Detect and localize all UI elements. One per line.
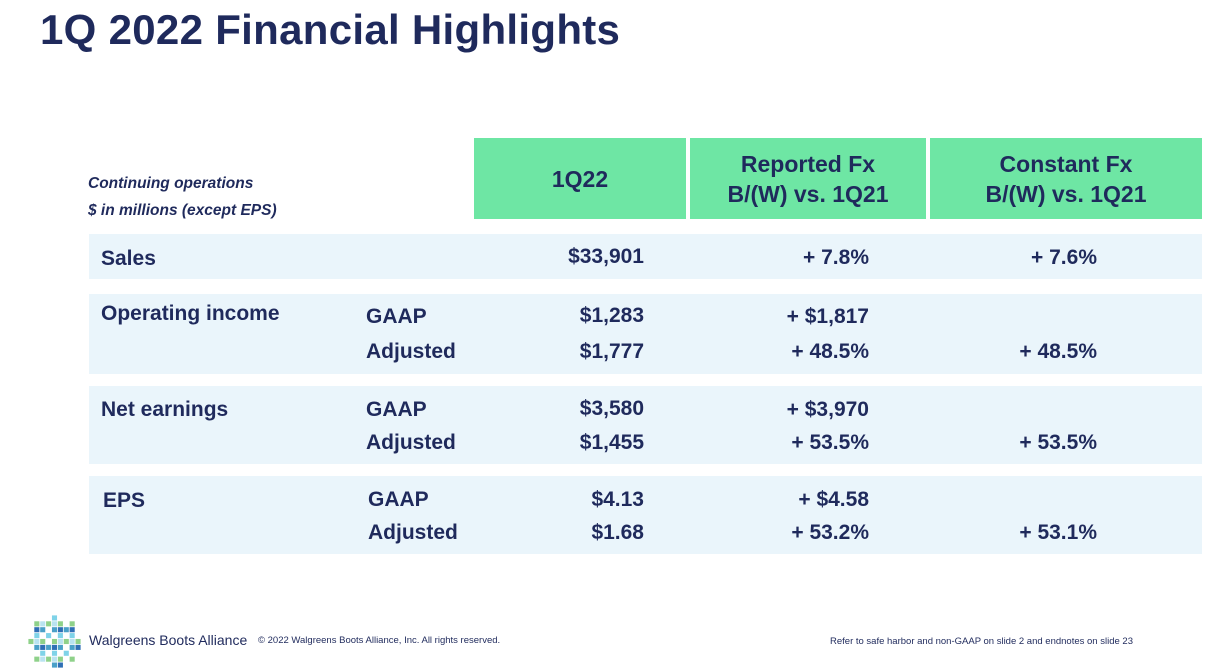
eps-adjusted-constant-fx: + 53.1% [1019, 521, 1097, 544]
note-line-continuing-operations: Continuing operations [88, 175, 254, 192]
operating-income-adjusted-label: Adjusted [366, 340, 456, 363]
net-earnings-gaap-label: GAAP [366, 398, 427, 421]
net-earnings-adjusted-1q22: $1,455 [579, 431, 644, 454]
row-label-net-earnings: Net earnings [101, 398, 229, 421]
header-constant-fx-line2: B/(W) vs. 1Q21 [985, 180, 1147, 207]
page-title: 1Q 2022 Financial Highlights [40, 6, 621, 53]
header-1q22: 1Q22 [474, 138, 686, 219]
wba-mosaic-logo-icon [28, 615, 81, 668]
eps-adjusted-1q22: $1.68 [591, 521, 644, 544]
reference-note: Refer to safe harbor and non-GAAP on sli… [830, 636, 1133, 647]
sales-constant-fx-value: + 7.6% [1031, 246, 1097, 269]
eps-gaap-label: GAAP [368, 488, 429, 511]
brand-name: Walgreens Boots Alliance [89, 632, 248, 648]
eps-adjusted-reported-fx: + 53.2% [791, 521, 869, 544]
operating-income-gaap-1q22: $1,283 [579, 304, 644, 327]
header-1q22-label: 1Q22 [551, 165, 609, 192]
header-reported-fx-line1: Reported Fx [740, 150, 876, 177]
eps-gaap-reported-fx: + $4.58 [798, 488, 869, 511]
operating-income-adjusted-constant-fx: + 48.5% [1019, 340, 1097, 363]
header-constant-fx: Constant Fx B/(W) vs. 1Q21 [930, 138, 1202, 219]
row-band-operating-income [89, 294, 1202, 374]
row-band-sales [89, 234, 1202, 279]
sales-reported-fx-value: + 7.8% [803, 246, 869, 269]
copyright-text: © 2022 Walgreens Boots Alliance, Inc. Al… [258, 635, 501, 646]
net-earnings-adjusted-constant-fx: + 53.5% [1019, 431, 1097, 454]
header-constant-fx-line1: Constant Fx [999, 150, 1133, 177]
row-band-net-earnings [89, 386, 1202, 464]
operating-income-gaap-reported-fx: + $1,817 [786, 305, 869, 328]
row-label-sales: Sales [101, 247, 156, 270]
note-line-units: $ in millions (except EPS) [88, 202, 277, 219]
net-earnings-adjusted-reported-fx: + 53.5% [791, 431, 869, 454]
row-band-eps [89, 476, 1202, 554]
eps-gaap-1q22: $4.13 [591, 488, 644, 511]
operating-income-adjusted-1q22: $1,777 [579, 340, 644, 363]
header-reported-fx-line2: B/(W) vs. 1Q21 [727, 180, 889, 207]
row-label-eps: EPS [103, 489, 146, 512]
net-earnings-gaap-reported-fx: + $3,970 [786, 398, 869, 421]
eps-adjusted-label: Adjusted [368, 521, 458, 544]
net-earnings-adjusted-label: Adjusted [366, 431, 456, 454]
sales-1q22-value: $33,901 [568, 245, 644, 268]
operating-income-adjusted-reported-fx: + 48.5% [791, 340, 869, 363]
row-label-operating-income: Operating income [101, 302, 280, 325]
table-note: Continuing operations $ in millions (exc… [88, 170, 277, 224]
net-earnings-gaap-1q22: $3,580 [579, 397, 644, 420]
operating-income-gaap-label: GAAP [366, 305, 427, 328]
header-reported-fx: Reported Fx B/(W) vs. 1Q21 [690, 138, 926, 219]
